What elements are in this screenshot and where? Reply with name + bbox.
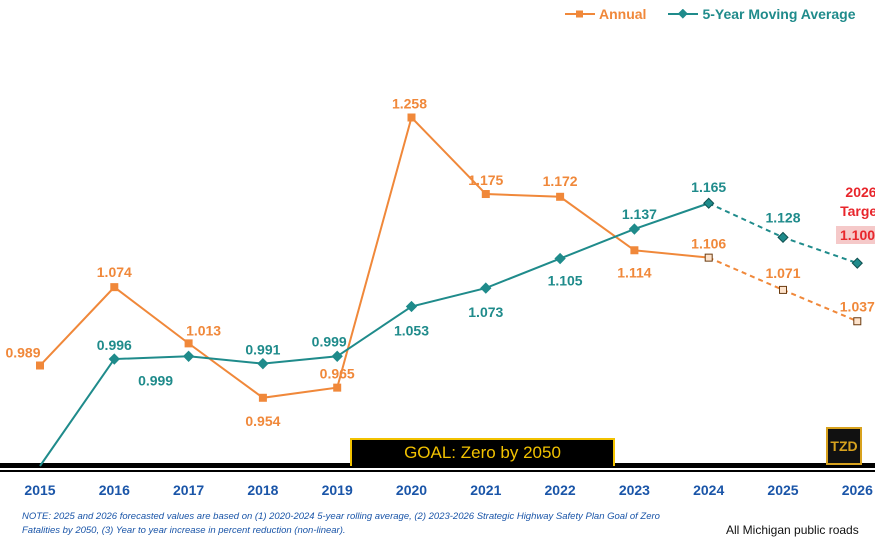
data-point — [556, 192, 565, 201]
legend-annual-label: Annual — [599, 6, 647, 22]
data-point — [777, 231, 789, 244]
data-label: 1.037 — [840, 298, 875, 314]
data-point — [184, 339, 193, 348]
data-point — [333, 383, 342, 392]
data-label: 1.013 — [186, 322, 221, 338]
data-label: 1.073 — [468, 304, 503, 320]
legend-moving-avg-marker — [668, 9, 699, 19]
x-tick-label: 2022 — [545, 482, 576, 498]
x-tick-label: 2026 — [842, 482, 873, 498]
data-label: 0.991 — [245, 342, 280, 358]
data-label: 0.999 — [138, 372, 173, 388]
source-label: All Michigan public roads — [726, 523, 859, 537]
goal-banner: GOAL: Zero by 2050 — [350, 438, 615, 466]
x-tick-label: 2019 — [322, 482, 353, 498]
data-label: 0.954 — [245, 413, 280, 429]
target-label-line2: Target — [840, 203, 875, 219]
data-point — [331, 350, 343, 362]
data-label: 0.989 — [5, 345, 40, 361]
data-label: 1.053 — [394, 323, 429, 339]
legend-moving-avg-label: 5-Year Moving Average — [702, 6, 856, 22]
data-label: 1.105 — [548, 273, 583, 289]
data-label: 1.172 — [543, 173, 578, 189]
data-point — [480, 282, 492, 294]
data-point — [704, 253, 713, 262]
data-label: 1.114 — [617, 264, 651, 280]
data-point — [779, 285, 787, 294]
data-point — [481, 190, 490, 199]
data-point — [36, 361, 44, 370]
data-point — [182, 350, 195, 362]
data-label: 0.996 — [97, 337, 132, 353]
data-point — [630, 246, 639, 255]
data-point — [554, 252, 566, 265]
data-label: 0.999 — [312, 333, 347, 349]
data-label: 0.965 — [320, 366, 355, 382]
x-tick-label: 2018 — [247, 482, 278, 498]
x-tick-label: 2016 — [99, 482, 130, 498]
legend-moving-avg: 5-Year Moving Average — [668, 6, 855, 22]
tzd-logo: TZD — [826, 427, 862, 465]
series-line — [39, 115, 709, 399]
data-point — [110, 283, 119, 292]
x-tick-label: 2025 — [767, 482, 798, 498]
data-point — [853, 317, 862, 326]
x-axis-line-secondary — [0, 470, 875, 472]
data-point — [108, 353, 120, 365]
data-label: 1.165 — [691, 179, 726, 195]
data-point — [851, 257, 863, 269]
x-tick-label: 2021 — [470, 482, 501, 498]
data-point — [405, 300, 418, 313]
legend-annual: Annual — [565, 6, 646, 22]
x-tick-label: 2020 — [396, 482, 427, 498]
data-point — [258, 393, 267, 402]
data-point — [257, 358, 269, 370]
target-label: 2026 Target — [836, 183, 875, 221]
data-label: 1.074 — [97, 264, 132, 280]
data-point — [703, 197, 715, 209]
forecast-note: NOTE: 2025 and 2026 forecasted values ar… — [22, 511, 660, 536]
x-tick-label: 2024 — [693, 482, 724, 498]
legend: Annual 5-Year Moving Average — [565, 6, 855, 22]
data-label: 1.137 — [622, 206, 657, 222]
target-label-line1: 2026 — [845, 184, 875, 200]
data-label: 1.258 — [392, 96, 427, 112]
x-tick-label: 2023 — [619, 482, 650, 498]
x-tick-label: 2015 — [24, 482, 55, 498]
data-point — [628, 223, 641, 235]
data-label: 1.071 — [765, 265, 800, 281]
legend-annual-marker — [565, 10, 595, 18]
data-point — [407, 113, 416, 122]
data-label: 1.175 — [468, 172, 503, 188]
data-label: 1.128 — [765, 209, 800, 225]
x-tick-label: 2017 — [173, 482, 204, 498]
series-line — [39, 202, 710, 467]
target-value-label: 1.100 — [836, 226, 875, 244]
data-label: 1.106 — [691, 236, 726, 252]
